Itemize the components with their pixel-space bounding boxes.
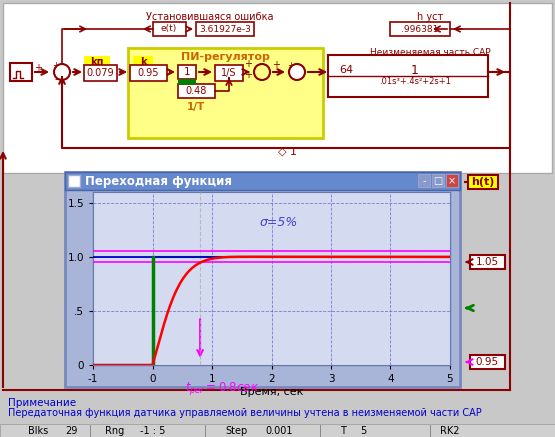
Text: 1: 1 — [411, 63, 419, 76]
Text: -: - — [422, 176, 426, 186]
X-axis label: Время, сек: Время, сек — [240, 387, 303, 397]
Bar — [84, 65, 117, 81]
Text: -: - — [54, 74, 58, 84]
Bar — [178, 65, 196, 79]
Bar — [130, 65, 167, 81]
Bar — [65, 172, 460, 387]
Text: 0.001: 0.001 — [265, 426, 292, 436]
Bar — [178, 84, 215, 98]
Text: 1/T: 1/T — [187, 102, 205, 112]
Text: 0.95: 0.95 — [137, 68, 159, 78]
Text: 1.05: 1.05 — [476, 257, 498, 267]
Text: 29: 29 — [65, 426, 77, 436]
Text: Примечание: Примечание — [8, 398, 76, 408]
Text: □: □ — [433, 176, 443, 186]
Text: 0.95: 0.95 — [476, 357, 498, 367]
Text: 1/S: 1/S — [221, 68, 237, 78]
Bar — [390, 22, 450, 36]
Text: σ=5%: σ=5% — [260, 216, 298, 229]
Text: Неизменяемая часть САР: Неизменяемая часть САР — [370, 48, 490, 57]
Text: 0.48: 0.48 — [185, 86, 206, 96]
Text: .996381: .996381 — [401, 24, 438, 34]
Text: ×: × — [448, 176, 456, 186]
Bar — [133, 56, 153, 68]
Text: -1 : 5: -1 : 5 — [140, 426, 165, 436]
Text: kп: kп — [90, 57, 104, 67]
Text: 3.61927e-3: 3.61927e-3 — [199, 24, 251, 34]
Text: Rng: Rng — [105, 426, 124, 436]
Text: 64: 64 — [339, 65, 353, 75]
Text: h(t): h(t) — [471, 177, 495, 187]
Text: h уст: h уст — [417, 12, 443, 22]
Bar — [84, 56, 110, 68]
Text: Step: Step — [225, 426, 247, 436]
Bar — [418, 174, 430, 187]
Text: Переходная функция: Переходная функция — [85, 174, 232, 187]
Text: Blks: Blks — [28, 426, 48, 436]
Bar — [468, 175, 498, 189]
Bar — [0, 424, 555, 437]
Text: k: k — [140, 57, 147, 67]
Circle shape — [289, 64, 305, 80]
Bar — [65, 172, 460, 190]
Bar — [3, 3, 552, 173]
Text: T: T — [340, 426, 346, 436]
Bar — [196, 22, 254, 36]
Bar — [470, 355, 505, 369]
Bar — [10, 63, 32, 81]
Text: e(t): e(t) — [161, 24, 177, 34]
Bar — [215, 65, 243, 81]
Bar — [432, 174, 444, 187]
Text: +: + — [53, 60, 59, 69]
Bar — [128, 48, 323, 138]
Bar — [470, 255, 505, 269]
Text: Передаточная функция датчика управляемой величины учтена в неизменяемой части СА: Передаточная функция датчика управляемой… — [8, 408, 482, 418]
Text: Установившаяся ошибка: Установившаяся ошибка — [147, 12, 274, 22]
Bar — [446, 174, 458, 187]
Bar — [68, 175, 80, 187]
Circle shape — [254, 64, 270, 80]
Text: +: + — [244, 70, 252, 80]
Text: 0.079: 0.079 — [86, 68, 114, 78]
Text: ПИ-регулятор: ПИ-регулятор — [180, 52, 269, 62]
Text: .01s³+.4s²+2s+1: .01s³+.4s²+2s+1 — [379, 77, 451, 87]
Text: 1: 1 — [184, 67, 190, 77]
Text: +: + — [272, 60, 280, 70]
Text: +: + — [244, 59, 252, 69]
Text: 5: 5 — [360, 426, 366, 436]
Bar — [328, 55, 488, 97]
Text: $t_{per}=0.8ceк$: $t_{per}=0.8ceк$ — [185, 380, 259, 397]
Circle shape — [54, 64, 70, 80]
Text: RK2: RK2 — [440, 426, 460, 436]
Text: +: + — [34, 63, 42, 73]
Text: +: + — [287, 60, 295, 69]
Bar — [153, 22, 186, 36]
Text: ◇ 1: ◇ 1 — [279, 147, 297, 157]
Bar — [93, 192, 450, 365]
